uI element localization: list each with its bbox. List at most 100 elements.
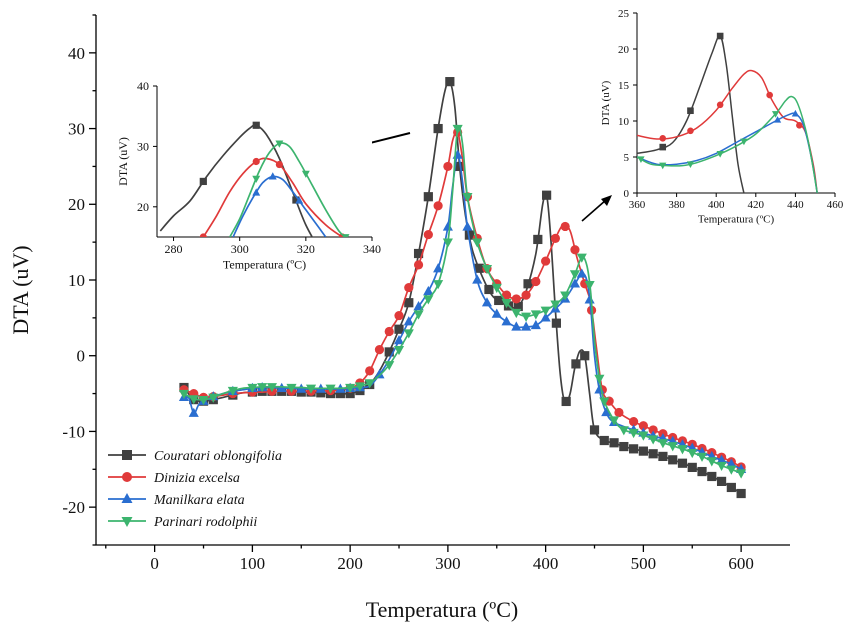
point-parinari-rodolphii [576, 253, 587, 263]
point-dinizia-excelsa [252, 157, 260, 166]
x-tick-label: 440 [787, 199, 804, 211]
series-group [159, 121, 350, 237]
point-dinizia-excelsa [384, 326, 394, 337]
x-tick-label: 200 [337, 554, 363, 573]
y-axis-label: DTA (uV) [8, 245, 33, 334]
y-tick-label: 25 [618, 8, 630, 20]
point-dinizia-excelsa [365, 366, 375, 376]
inset-y-axis-label: DTA (uV) [600, 80, 612, 125]
point-parinari-rodolphii [686, 161, 695, 168]
point-parinari-rodolphii [726, 465, 737, 475]
point-couratari-oblongifolia [648, 449, 658, 459]
point-parinari-rodolphii [472, 238, 483, 248]
point-couratari-oblongifolia [638, 446, 648, 456]
point-parinari-rodolphii [491, 283, 502, 294]
point-manilkara-elata [773, 116, 782, 123]
x-axis-label: Temperatura (ºC) [366, 597, 519, 622]
point-couratari-oblongifolia [394, 324, 404, 334]
y-tick-label: 30 [137, 140, 149, 154]
point-dinizia-excelsa [511, 294, 521, 304]
point-couratari-oblongifolia [345, 388, 355, 399]
y-tick-label: -20 [62, 498, 85, 517]
point-dinizia-excelsa [374, 345, 385, 355]
point-parinari-rodolphii [560, 291, 571, 301]
point-manilkara-elata [374, 369, 385, 379]
y-tick-label: 40 [137, 79, 149, 93]
point-parinari-rodolphii [252, 175, 261, 183]
point-dinizia-excelsa [550, 233, 561, 243]
point-parinari-rodolphii [637, 156, 645, 164]
point-parinari-rodolphii [354, 382, 365, 392]
point-manilkara-elata [472, 274, 483, 284]
inset-x-axis-label: Temperatura (ºC) [223, 258, 306, 272]
point-parinari-rodolphii [247, 383, 258, 394]
point-parinari-rodolphii [501, 299, 512, 309]
point-parinari-rodolphii [659, 162, 667, 170]
point-manilkara-elata [442, 221, 453, 231]
point-parinari-rodolphii [550, 300, 561, 310]
point-manilkara-elata [252, 188, 261, 196]
point-parinari-rodolphii [530, 310, 541, 320]
point-couratari-oblongifolia [252, 121, 260, 129]
point-parinari-rodolphii [257, 383, 268, 393]
series-line-parinari-rodolphii [637, 95, 818, 193]
arrow-head-right [601, 195, 612, 206]
point-dinizia-excelsa [659, 135, 667, 142]
point-couratari-oblongifolia [687, 107, 694, 115]
y-tick-label: 0 [77, 347, 86, 366]
point-couratari-oblongifolia [384, 347, 394, 357]
point-parinari-rodolphii [540, 306, 551, 316]
x-tick-label: 380 [668, 199, 685, 211]
point-couratari-oblongifolia [292, 196, 300, 204]
point-couratari-oblongifolia [589, 425, 600, 435]
point-manilkara-elata [569, 278, 581, 288]
point-parinari-rodolphii [657, 439, 668, 449]
point-parinari-rodolphii [286, 383, 297, 394]
point-manilkara-elata [521, 321, 532, 331]
series-line-manilkara-elata [232, 175, 327, 237]
point-manilkara-elata [188, 407, 199, 417]
point-couratari-oblongifolia [404, 298, 414, 308]
y-tick-label: -10 [62, 422, 85, 441]
y-tick-label: 40 [68, 44, 85, 63]
point-manilkara-elata [268, 172, 277, 180]
point-couratari-oblongifolia [423, 192, 433, 202]
legend-label-couratari-oblongifolia: Couratari oblongifolia [154, 449, 282, 464]
point-couratari-oblongifolia [629, 444, 639, 454]
legend-marker-couratari-oblongifolia [122, 450, 132, 460]
point-parinari-rodolphii [677, 445, 688, 455]
x-tick-label: 400 [533, 554, 559, 573]
point-parinari-rodolphii [305, 384, 317, 394]
point-couratari-oblongifolia [445, 77, 455, 87]
x-tick-label: 600 [728, 554, 754, 573]
point-couratari-oblongifolia [707, 471, 717, 482]
legend-label-manilkara-elata: Manilkara elata [153, 493, 245, 508]
point-parinari-rodolphii [208, 393, 219, 403]
inset-right-plot: 360 380 400 420 440 460 25 20 15 10 5 0 Temperatura … [600, 8, 844, 225]
point-dinizia-excelsa [521, 290, 531, 300]
point-parinari-rodolphii [628, 428, 639, 439]
point-dinizia-excelsa [413, 260, 424, 270]
point-manilkara-elata [501, 316, 512, 326]
point-couratari-oblongifolia [716, 476, 727, 486]
main-axis-labels: Temperatura (ºC) DTA (uV) [8, 245, 518, 622]
series-line-manilkara-elata [637, 112, 818, 193]
point-parinari-rodolphii [599, 397, 610, 407]
series-line-dinizia-excelsa [637, 69, 818, 193]
x-tick-label: 340 [363, 242, 381, 256]
point-parinari-rodolphii [706, 457, 717, 467]
y-tick-label: 20 [618, 44, 630, 56]
point-dinizia-excelsa [560, 221, 570, 232]
point-couratari-oblongifolia [513, 301, 523, 312]
point-parinari-rodolphii [521, 312, 532, 322]
point-dinizia-excelsa [570, 245, 580, 255]
point-couratari-oblongifolia [687, 462, 697, 472]
inset-left-plot: 280 300 320 340 40 30 20 Temperatura (ºC) DTA (u… [116, 79, 381, 271]
point-couratari-oblongifolia [474, 263, 484, 273]
series-group [637, 32, 818, 193]
point-parinari-rodolphii [413, 310, 424, 320]
point-parinari-rodolphii [716, 461, 727, 472]
point-dinizia-excelsa [648, 425, 658, 435]
point-manilkara-elata [481, 297, 493, 307]
point-parinari-rodolphii [341, 234, 350, 237]
